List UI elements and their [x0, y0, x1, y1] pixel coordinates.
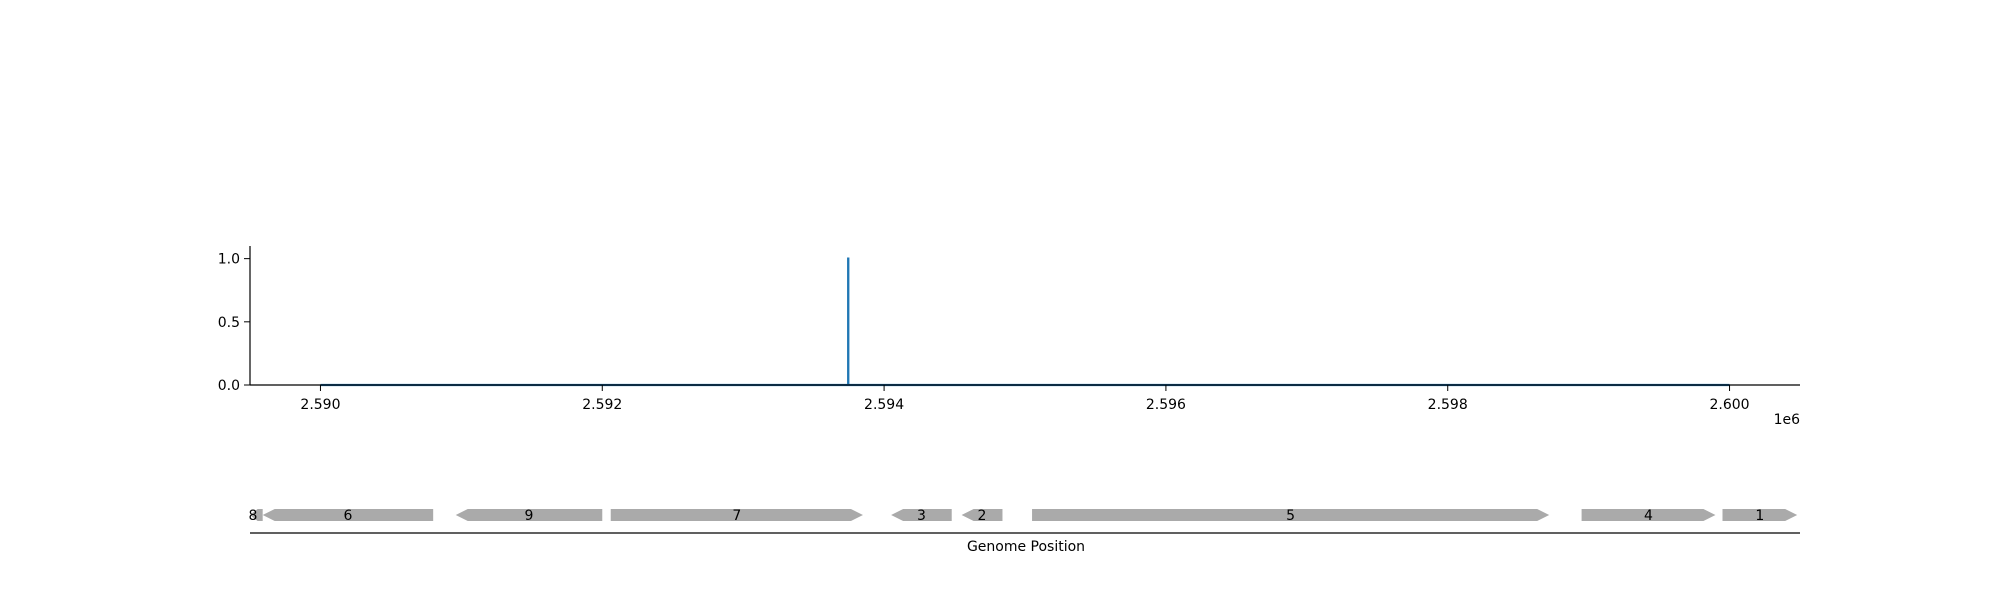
gene-label: 7: [732, 508, 741, 524]
gene-arrow: [610, 509, 863, 521]
gene-arrow: [1581, 509, 1716, 521]
gene-label: 9: [525, 508, 534, 524]
gene-arrow: [891, 509, 952, 521]
gene-label: 3: [917, 508, 926, 524]
gene-arrow: [1722, 509, 1798, 521]
x-tick-label: 2.596: [1146, 397, 1186, 413]
gene-arrow: [1032, 509, 1550, 521]
signal-line: [320, 257, 1730, 387]
gene-track: 8 6 9 7 3 2 5 4 1 Genome Position: [249, 508, 1800, 555]
gene-arrow: [455, 509, 603, 521]
x-tick-label: 2.594: [864, 397, 904, 413]
y-tick-label: 1.0: [218, 252, 240, 268]
gene-label: 8: [249, 508, 258, 524]
gene-features: 8 6 9 7 3 2 5 4 1: [249, 508, 1798, 524]
x-tick-label: 2.592: [582, 397, 622, 413]
gene-label: 2: [978, 508, 987, 524]
x-offset-label: 1e6: [1774, 412, 1801, 428]
y-tick-label: 0.0: [218, 378, 240, 394]
gene-arrow: [250, 509, 263, 521]
x-tick-label: 2.590: [300, 397, 340, 413]
gene-arrow: [262, 509, 434, 521]
gene-label: 6: [343, 508, 352, 524]
signal-y-ticks: 0.0 0.5 1.0: [218, 252, 250, 394]
signal-series: [320, 257, 1730, 387]
gene-track-x-axis-label: Genome Position: [967, 539, 1085, 555]
signal-x-ticks: 2.590 2.592 2.594 2.596 2.598 2.600: [300, 385, 1750, 413]
y-tick-label: 0.5: [218, 315, 240, 331]
x-tick-label: 2.600: [1709, 397, 1749, 413]
gene-label: 5: [1286, 508, 1295, 524]
gene-arrow: [961, 509, 1003, 521]
x-tick-label: 2.598: [1428, 397, 1468, 413]
gene-label: 4: [1644, 508, 1653, 524]
signal-plot: 2.590 2.592 2.594 2.596 2.598 2.600 0.0 0.5 1.0…: [218, 246, 1800, 428]
gene-label: 1: [1755, 508, 1764, 524]
